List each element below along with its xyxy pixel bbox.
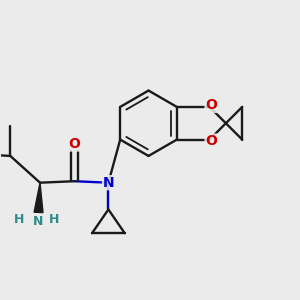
Text: H: H: [49, 213, 59, 226]
Text: O: O: [205, 98, 217, 112]
Text: N: N: [103, 176, 114, 190]
Text: N: N: [33, 215, 44, 228]
Text: O: O: [68, 137, 80, 151]
Polygon shape: [34, 183, 43, 213]
Text: O: O: [205, 134, 217, 148]
Text: H: H: [14, 213, 24, 226]
